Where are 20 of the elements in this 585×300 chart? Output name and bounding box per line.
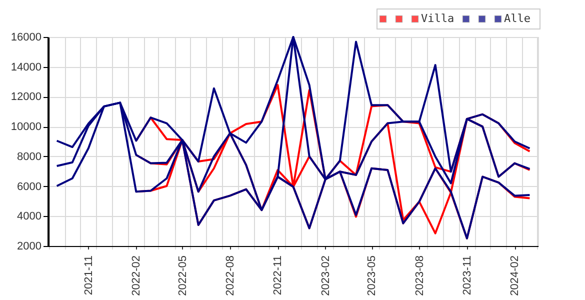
y-tick-label: 14000 [10,61,42,74]
x-tick-label: 2022-05 [176,256,189,296]
y-tick-label: 2000 [17,240,42,252]
x-tick-label: 2023-02 [320,256,332,296]
x-tick-label: 2023-05 [366,256,378,296]
legend-label: Alle [504,12,530,25]
y-tick-label: 8000 [17,150,42,163]
y-tick-label: 4000 [17,210,42,223]
x-tick-label: 2022-02 [130,256,143,296]
y-tick-label: 16000 [10,32,42,44]
y-tick-label: 12000 [10,91,42,104]
x-tick-label: 2022-11 [272,256,284,296]
x-tick-label: 2024-02 [509,256,522,296]
x-tick-label: 2022-08 [224,256,236,296]
legend-label: Villa [421,12,454,25]
x-tick-label: 2023-11 [461,256,474,296]
x-tick-label: 2023-08 [414,256,426,296]
y-tick-label: 6000 [17,180,42,193]
y-tick-label: 10000 [10,121,42,134]
x-tick-label: 2021-11 [82,256,95,296]
